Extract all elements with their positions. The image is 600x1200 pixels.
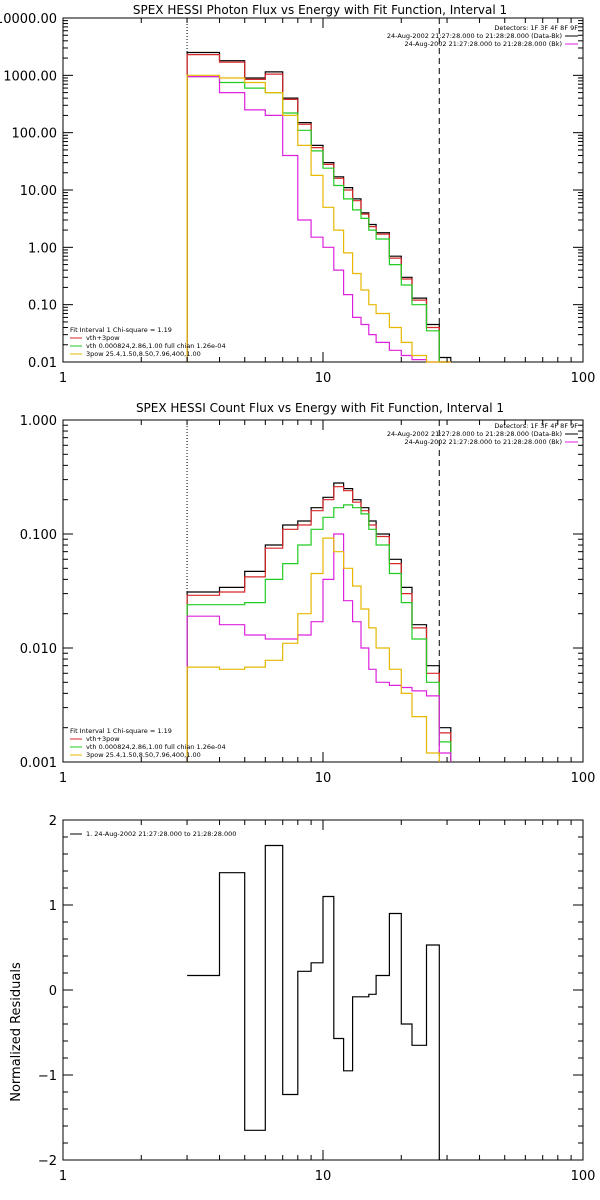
panel1-xtick-label: 1 [59,371,67,386]
panel2-ytick-label: 1.000 [20,414,57,429]
panel1-ytick-label: 1.00 [28,241,57,256]
panel2-series-0 [186,482,452,762]
panel2-series-2 [186,504,452,762]
panel2-ytick-label: 0.100 [20,528,57,543]
panel1-series-1 [186,54,451,363]
panel1-series-3 [186,76,451,363]
panel3-xtick-label: 1 [59,1169,67,1184]
panel1-title: SPEX HESSI Photon Flux vs Energy with Fi… [133,3,507,17]
panel1-ytick-label: 0.10 [28,299,57,314]
panel2-title: SPEX HESSI Count Flux vs Energy with Fit… [136,401,504,415]
panel1-series-0 [186,51,452,362]
panel2-series-3 [186,533,452,762]
panel2-xtick-label: 10 [315,771,332,786]
panel1-ytick-label: 1000.00 [3,69,57,84]
panel3-ylabel: Normalized Residuals [9,962,24,1102]
panel2-series-4 [186,537,440,762]
panel1-ytick-label: 0.01 [28,356,57,371]
panel2-legend-fit: Fit Interval 1 Chi-square = 1.19 [70,727,172,735]
panel1-legend-vthpow: vth+3pow [86,334,120,342]
panel1-xtick-label: 100 [571,371,596,386]
photon-flux-panel: SPEX HESSI Photon Flux vs Energy with Fi… [0,3,595,386]
panel1-series-4 [186,74,451,363]
panel1-xtick-label: 10 [315,371,332,386]
panel3-xtick-label: 100 [571,1169,596,1184]
panel1-legend-vth: vth 0.000824,2.86,1.00 full chian 1.26e-… [86,342,226,350]
panel1-legend-3pow: 3pow 25.4,1.50,8.50,7.96,400,1.00 [86,350,201,358]
count-flux-panel: SPEX HESSI Count Flux vs Energy with Fit… [20,401,596,786]
panel2-legend-vthpow: vth+3pow [86,735,120,743]
panel1-legend-bk: 24-Aug-2002 21:27:28.000 to 21:28:28.000… [405,40,562,48]
panel3-ytick-label: −1 [38,1069,57,1084]
panel3-ytick-label: 2 [49,814,57,829]
panel2-legend-vth: vth 0.000824,2.86,1.00 full chian 1.26e-… [86,743,226,751]
panel2-legend-3pow: 3pow 25.4,1.50,8.50,7.96,400,1.00 [86,751,201,759]
panel1-legend-detectors: Detectors: 1F 3F 4F 8F 9F [494,24,578,32]
panel3-ytick-label: −2 [38,1154,57,1169]
panel3-frame [62,819,584,1161]
panel2-xtick-label: 100 [571,771,596,786]
panel3-xtick-label: 10 [315,1169,332,1184]
panel2-legend-data-bk: 24-Aug-2002 21:27:28.000 to 21:28:28.000… [387,430,562,438]
panel2-legend-bk: 24-Aug-2002 21:27:28.000 to 21:28:28.000… [405,438,562,446]
panel1-legend-data-bk: 24-Aug-2002 21:27:28.000 to 21:28:28.000… [387,32,562,40]
panel1-ytick-label: 10.00 [20,184,57,199]
panel1-ytick-label: 10000.00 [0,12,57,27]
panel3-series-0 [187,844,440,1160]
panel3-ytick-label: 1 [49,899,57,914]
panel2-ytick-label: 0.001 [20,756,57,771]
panel1-ytick-label: 100.00 [12,127,58,142]
panel3-ytick-label: 0 [49,984,57,999]
panel1-legend-fit: Fit Interval 1 Chi-square = 1.19 [70,326,172,334]
panel2-ytick-label: 0.010 [20,642,57,657]
panel1-series-2 [186,76,451,363]
panel2-xtick-label: 1 [59,771,67,786]
panel3-legend-entry: 1. 24-Aug-2002 21:27:28.000 to 21:28:28.… [86,830,236,838]
panel2-legend-detectors: Detectors: 1F 3F 4F 8F 9F [494,422,578,430]
